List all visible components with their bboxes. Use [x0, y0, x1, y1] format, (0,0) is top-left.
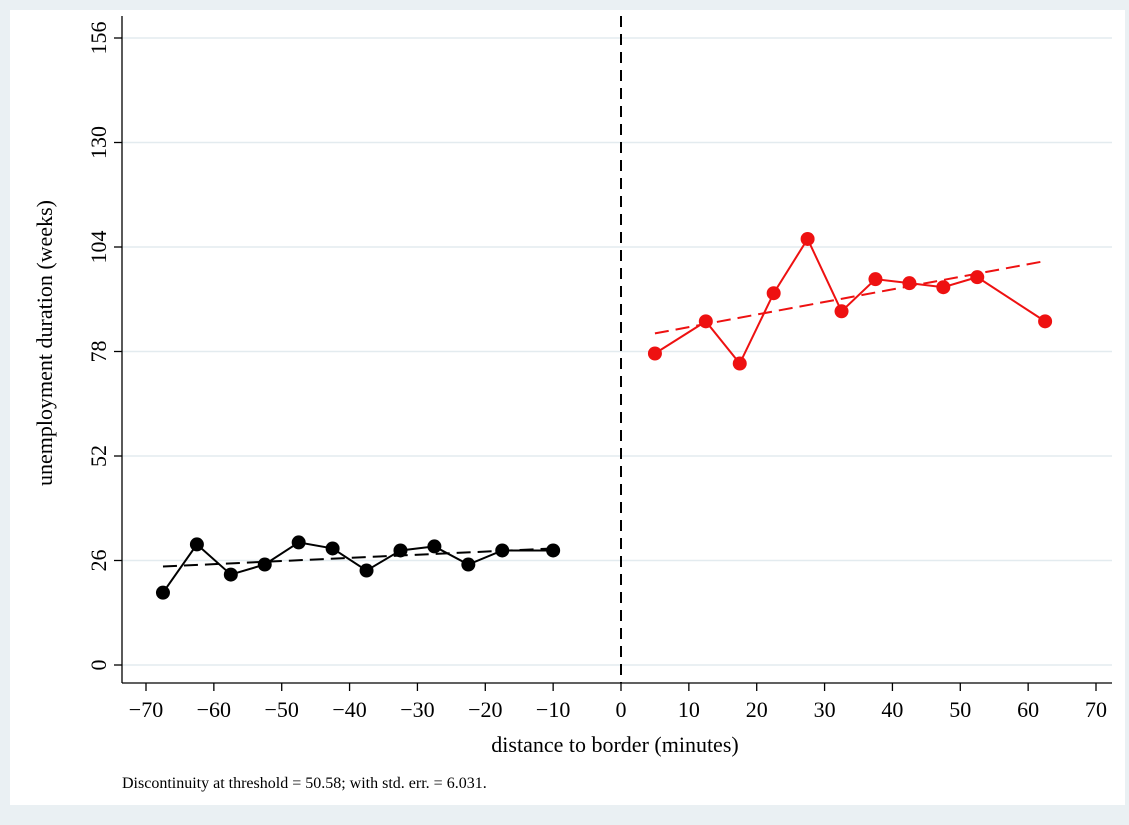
data-point-right — [902, 276, 917, 291]
data-point-right — [647, 346, 662, 361]
data-point-left — [189, 537, 204, 552]
data-point-left — [461, 557, 476, 572]
data-point-right — [1038, 314, 1053, 329]
x-tick-label: 10 — [678, 697, 700, 722]
fit-line-left — [162, 547, 554, 568]
x-tick-label: 20 — [746, 697, 768, 722]
data-point-left — [427, 539, 442, 554]
data-point-right — [800, 231, 815, 246]
data-point-right — [970, 270, 985, 285]
gridlines — [122, 37, 1112, 666]
x-tick-label: −70 — [129, 697, 163, 722]
data-point-left — [325, 541, 340, 556]
y-tick-label: 104 — [86, 231, 111, 264]
data-point-right — [766, 286, 781, 301]
x-axis-title: distance to border (minutes) — [491, 732, 738, 757]
plot-region-background — [10, 10, 1125, 805]
fit-line-right — [654, 260, 1046, 335]
x-tick-label: 40 — [881, 697, 903, 722]
data-point-left — [546, 543, 561, 558]
data-point-left — [495, 543, 510, 558]
x-tick-label: −20 — [468, 697, 502, 722]
y-tick-label: 156 — [86, 22, 111, 55]
x-tick-label: −30 — [400, 697, 434, 722]
data-point-right — [936, 280, 951, 295]
series — [155, 231, 1053, 600]
x-tick-label: 0 — [616, 697, 627, 722]
y-tick-label: 26 — [86, 550, 111, 572]
data-point-right — [868, 272, 883, 287]
discontinuity-note: Discontinuity at threshold = 50.58; with… — [122, 775, 487, 792]
data-point-right — [698, 314, 713, 329]
y-tick-label: 0 — [86, 660, 111, 671]
x-tick-label: −50 — [265, 697, 299, 722]
x-tick-label: −10 — [536, 697, 570, 722]
data-point-left — [155, 585, 170, 600]
x-tick-label: −40 — [332, 697, 366, 722]
x-tick-label: 50 — [949, 697, 971, 722]
data-point-left — [291, 535, 306, 550]
x-tick-label: 70 — [1085, 697, 1107, 722]
axes: 0 26 52 78 104 130 156 −70 −60 −50 −40 −30 −20 −10 0 10… — [86, 16, 1112, 722]
data-point-left — [359, 563, 374, 578]
data-point-left — [393, 543, 408, 558]
data-point-right — [732, 356, 747, 371]
y-tick-label: 78 — [86, 341, 111, 363]
x-tick-label: −60 — [197, 697, 231, 722]
x-tick-label: 60 — [1017, 697, 1039, 722]
y-tick-label: 52 — [86, 445, 111, 467]
data-point-right — [834, 304, 849, 319]
data-point-left — [223, 567, 238, 582]
y-axis-title: unemployment duration (weeks) — [32, 200, 57, 486]
x-tick-label: 30 — [814, 697, 836, 722]
data-point-left — [257, 557, 272, 572]
fit-lines — [162, 260, 1046, 568]
y-tick-label: 130 — [86, 126, 111, 159]
